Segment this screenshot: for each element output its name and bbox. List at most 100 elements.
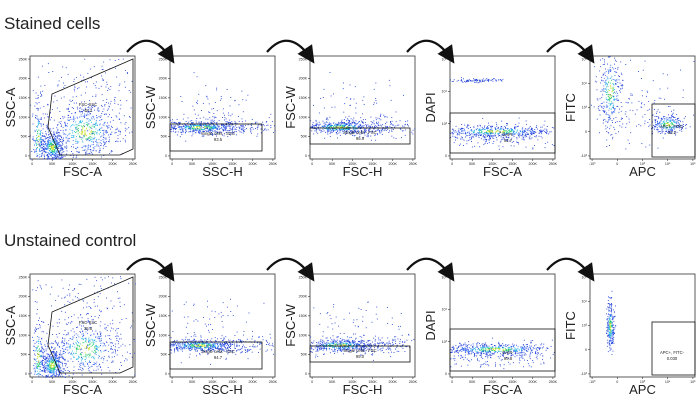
gate-rect-r1-p3 [449,328,556,372]
y-tick-label-r1-p2-4: 200K [299,295,308,299]
x-tick-label-r0-p2-1: 50K [329,162,336,166]
y-tick-label-r0-p2-2: 100K [299,115,308,119]
plot-r1-p3 [448,273,556,379]
plot-frame-r0-p1 [169,55,276,160]
row-title-unstained: Unstained control [4,231,137,250]
x-tick-label-r0-p2-0: 0 [311,162,313,166]
y-axis-label-r0-p3: DAPI [423,92,438,122]
y-tick-label-r1-p0-3: 150K [19,314,28,318]
y-tick-label-r1-p1-0: 0 [165,372,167,376]
gate-name-r0-p4: APC+, FITC- [660,124,685,129]
x-tick-label-r1-p2-0: 0 [311,380,313,384]
gate-name-r1-p1: Single cells - SSC [201,349,235,354]
x-tick-label-r0-p2-5: 250K [409,162,418,166]
x-tick-label-r1-p2-5: 250K [409,380,418,384]
gate-rect-r0-p4 [651,103,696,158]
gate-value-r0-p3: 92.7 [504,138,513,143]
y-tick-label-r1-p0-1: 50K [21,353,28,357]
gate-name-r0-p0: FSC-SSC [79,102,97,107]
gate-rect-r0-p2 [309,127,411,145]
x-axis-label-r1-p2: FSC-H [343,382,383,397]
plot-r1-p1 [168,273,276,379]
gating-arrow-r0-3 [546,39,595,64]
y-tick-label-r1-p0-5: 250K [19,275,28,279]
y-tick-label-r0-p2-3: 150K [299,96,308,100]
plot-r1-p0 [28,273,136,379]
x-tick-label-r0-p4-2: 10³ [640,162,646,166]
gate-value-r1-p1: 94.7 [214,355,223,360]
y-tick-label-r0-p4-2: 10³ [582,106,588,110]
x-tick-label-r0-p4-3: 10⁴ [665,162,671,166]
gate-rect-r1-p2 [309,345,411,363]
y-tick-label-r0-p0-3: 150K [19,96,28,100]
y-tick-label-r1-p4-1: 0 [585,348,587,352]
gating-arrow-r1-1 [266,257,315,282]
x-tick-label-r1-p2-4: 200K [389,380,398,384]
gate-rect-r1-p1 [169,341,263,370]
x-tick-label-r1-p4-1: 0 [616,380,618,384]
x-tick-label-r1-p4-4: 10⁵ [690,380,696,384]
y-tick-label-r1-p4-3: 10⁴ [581,299,587,303]
x-axis-label-r1-p0: FSC-A [63,382,102,397]
x-tick-label-r0-p0-4: 200K [109,162,118,166]
y-tick-label-r0-p1-3: 150K [159,96,168,100]
y-tick-label-r0-p2-5: 250K [299,57,308,61]
gate-value-r1-p2: 99.0 [356,354,365,359]
y-axis-label-r1-p1: SSC-W [143,303,158,347]
x-tick-label-r1-p4-2: 10³ [640,380,646,384]
y-tick-label-r1-p1-1: 50K [161,353,168,357]
x-tick-label-r0-p0-2: 100K [68,162,77,166]
y-tick-label-r1-p2-5: 250K [299,275,308,279]
gate-name-r0-p3: DAPI- [502,132,514,137]
x-axis-label-r0-p4: APC [629,164,656,179]
x-tick-label-r1-p3-3: 150K [508,380,517,384]
x-tick-label-r0-p1-0: 0 [171,162,173,166]
y-tick-label-r1-p2-3: 150K [299,314,308,318]
y-tick-label-r0-p1-5: 250K [159,57,168,61]
y-tick-label-r1-p0-2: 100K [19,333,28,337]
gate-rect-r0-p1 [169,123,263,152]
gating-arrow-r1-3 [546,257,595,282]
y-tick-label-r0-p4-4: 10⁵ [582,57,588,61]
plot-r1-p2 [308,273,416,379]
y-tick-label-r0-p1-2: 100K [159,115,168,119]
x-tick-label-r0-p0-5: 250K [129,162,138,166]
x-tick-label-r0-p2-2: 100K [348,162,357,166]
y-tick-label-r0-p0-5: 250K [19,57,28,61]
x-tick-label-r1-p2-1: 50K [329,380,336,384]
gate-value-r1-p0: 35.6 [84,326,93,331]
gate-value-r0-p0: 48.2 [84,108,93,113]
x-axis-label-r1-p3: FSC-A [483,382,522,397]
plot-r0-p1 [168,55,276,161]
gate-name-r1-p4: APC+, FITC- [660,350,685,355]
x-tick-label-r0-p3-2: 100K [488,162,497,166]
y-tick-label-r1-p0-0: 0 [25,372,27,376]
x-tick-label-r1-p3-5: 250K [549,380,558,384]
x-tick-label-r1-p3-4: 200K [529,380,538,384]
gate-name-r1-p2: Single cells - FSC [343,348,376,353]
plot-frame-r1-p3 [449,273,556,378]
x-tick-label-r1-p1-5: 250K [269,380,278,384]
y-tick-label-r1-p4-4: 10⁵ [582,275,588,279]
y-axis-label-r1-p3: DAPI [423,310,438,340]
plot-frame-r0-p4 [589,55,696,160]
x-tick-label-r1-p0-2: 100K [68,380,77,384]
x-tick-label-r1-p1-2: 100K [208,380,217,384]
gate-name-r0-p1: Single cells - SSC [201,131,235,136]
x-tick-label-r0-p3-5: 250K [549,162,558,166]
x-tick-label-r1-p0-1: 50K [49,380,56,384]
y-tick-label-r0-p2-0: 0 [305,154,307,158]
x-tick-label-r0-p4-0: -10³ [589,162,596,166]
x-tick-label-r0-p0-3: 150K [88,162,97,166]
gate-name-r1-p0: FSC-SSC [79,320,97,325]
x-axis-label-r1-p4: APC [629,382,656,397]
x-tick-label-r0-p1-3: 150K [228,162,237,166]
plot-frame-r1-p0 [29,273,136,378]
y-tick-label-r0-p3-2: 10⁴ [441,90,447,94]
x-axis-label-r0-p3: FSC-A [483,164,522,179]
x-tick-label-r1-p0-0: 0 [31,380,33,384]
gate-value-r1-p3: 99.8 [504,356,513,361]
x-tick-label-r0-p1-2: 100K [208,162,217,166]
x-tick-label-r1-p2-2: 100K [348,380,357,384]
